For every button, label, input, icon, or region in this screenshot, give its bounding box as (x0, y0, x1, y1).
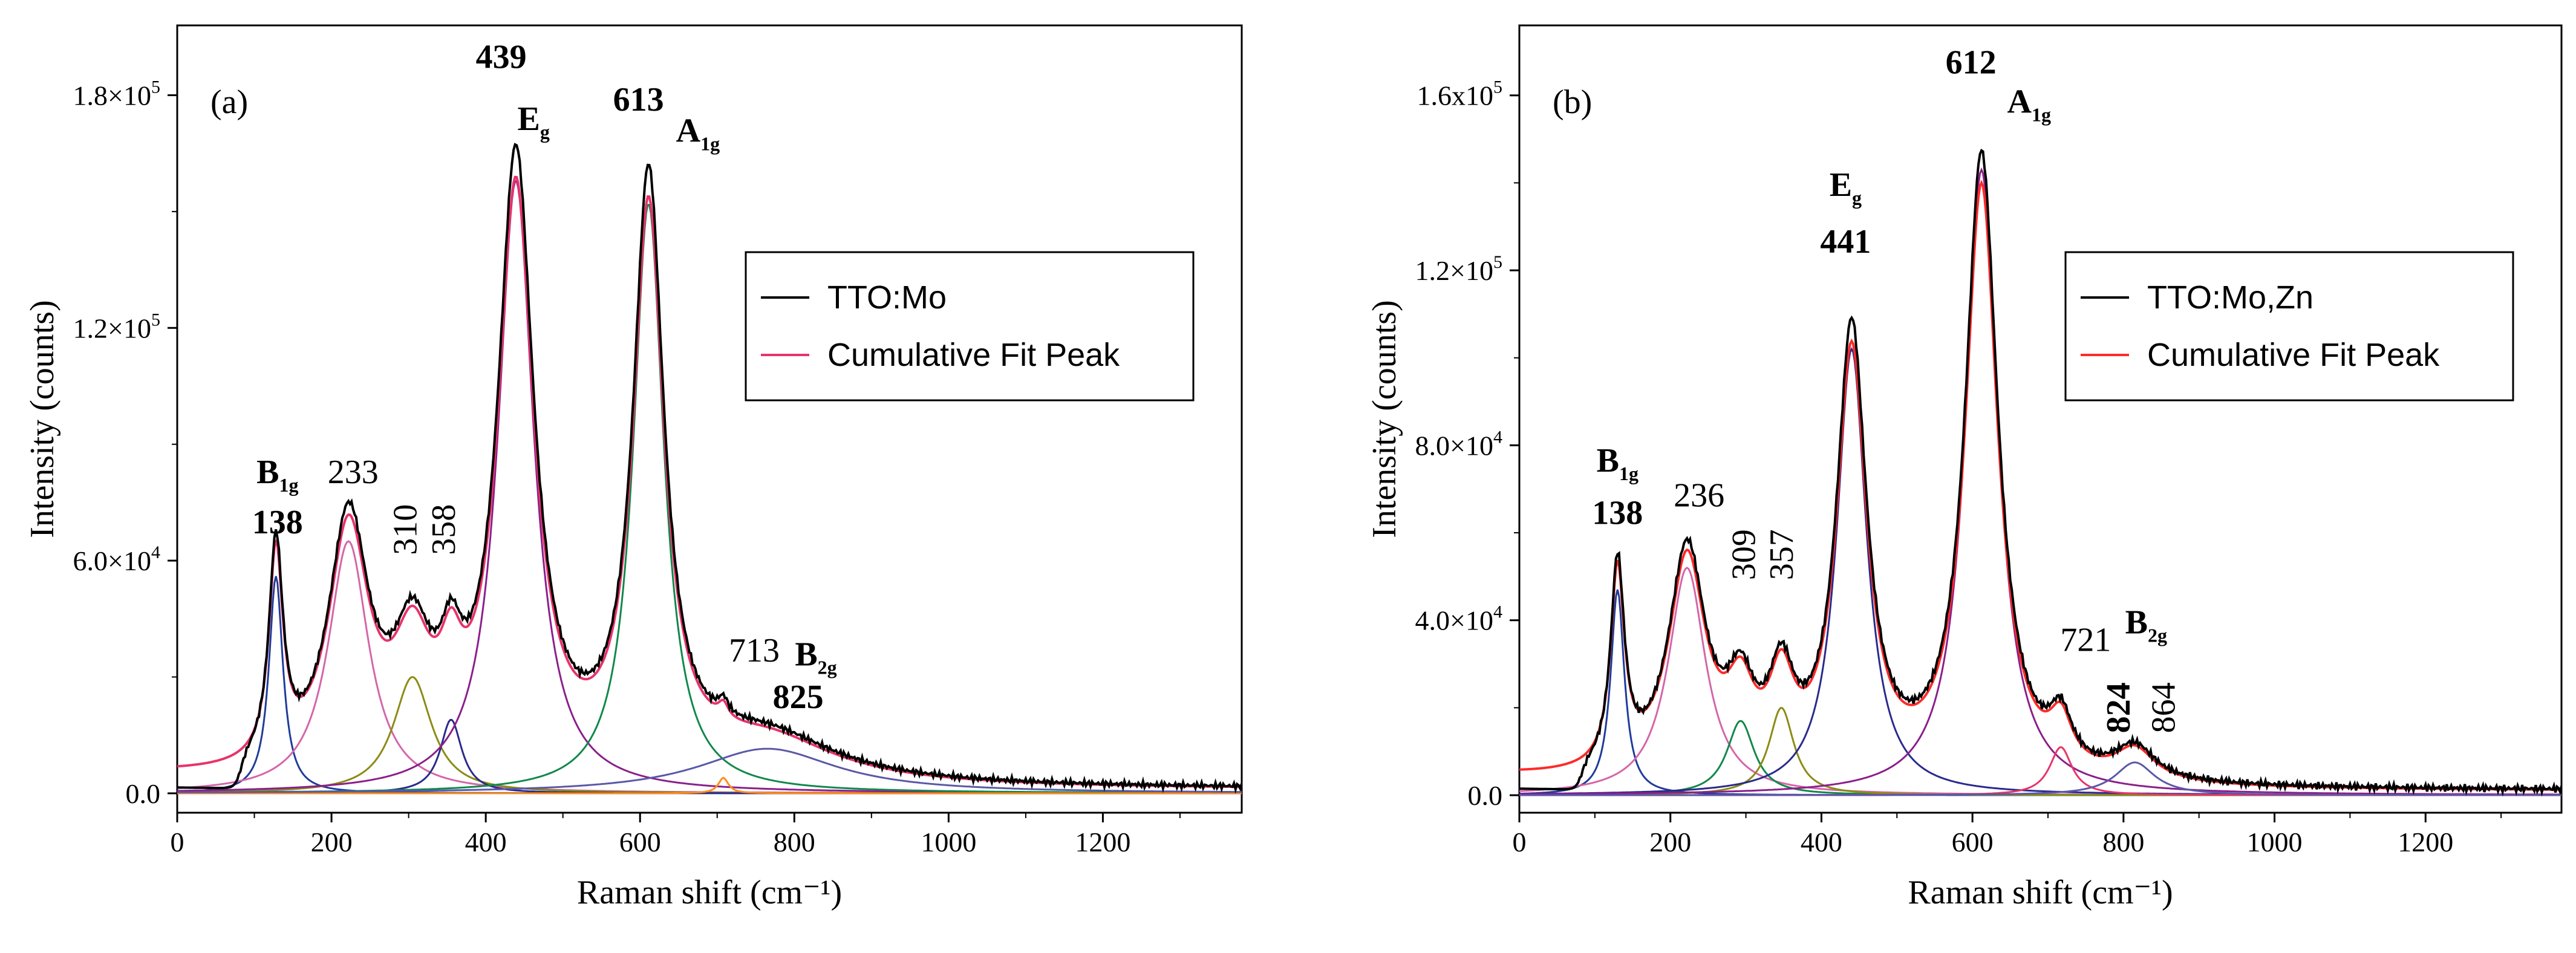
y-tick-label: 0.0 (1468, 780, 1503, 811)
peak-label: A1g (676, 112, 720, 154)
legend-label: Cumulative Fit Peak (2147, 337, 2440, 373)
component-peak-128 (177, 576, 1242, 795)
peak-label: 441 (1820, 223, 1871, 261)
y-tick-label: 1.2×105 (73, 310, 160, 343)
y-tick-label: 1.2×105 (1415, 252, 1502, 286)
x-tick-label: 0 (171, 827, 184, 857)
component-peak-815 (1519, 761, 2561, 796)
component-peak-222 (177, 540, 1242, 795)
x-tick-label: 1000 (921, 827, 976, 857)
y-tick-label: 6.0×104 (73, 542, 160, 576)
peak-label: 236 (1674, 477, 1724, 515)
x-tick-label: 1200 (1075, 827, 1130, 857)
component-peak-347 (1519, 707, 2561, 796)
y-axis-label: Intensity (counts) (1366, 300, 1403, 538)
peak-label: 713 (729, 632, 780, 669)
peak-label: B1g (1597, 442, 1639, 484)
legend-box (745, 251, 1195, 402)
x-tick-label: 400 (465, 827, 507, 857)
peak-label: 358 (425, 504, 463, 555)
y-tick-label: 1.8×105 (73, 77, 160, 111)
y-axis-label: Intensity (counts) (24, 300, 61, 538)
x-tick-label: 1000 (2247, 827, 2303, 857)
peak-label: B1g (256, 454, 298, 496)
peak-label: 310 (386, 504, 424, 555)
peak-label: 721 (2060, 621, 2111, 659)
x-tick-label: 200 (311, 827, 353, 857)
peak-label: 613 (613, 81, 664, 119)
legend-label: TTO:Mo (827, 279, 947, 316)
legend-label: TTO:Mo,Zn (2147, 279, 2314, 316)
peak-label: 309 (1726, 529, 1763, 580)
x-tick-label: 1200 (2398, 827, 2453, 857)
peak-label: A1g (2007, 83, 2051, 126)
x-axis-label: Raman shift (cm⁻¹) (1908, 874, 2173, 911)
x-tick-label: 800 (2102, 827, 2144, 857)
peak-label: 612 (1946, 44, 1997, 82)
peak-label: 233 (328, 454, 379, 491)
legend-box (2064, 251, 2514, 402)
peak-label: 138 (1592, 495, 1643, 532)
x-tick-label: 200 (1649, 827, 1691, 857)
y-tick-label: 0.0 (126, 778, 161, 809)
peak-label: 825 (773, 678, 824, 716)
component-peak-440 (1519, 346, 2561, 796)
curves (1519, 148, 2561, 797)
peak-label: Eg (1830, 166, 1862, 209)
panel-a: 0 200 400 600 800 1000 1200 0.0 6.0×104 1.2×105 1.… (24, 24, 1243, 911)
peak-label: B2g (2125, 603, 2167, 646)
peak-label: 824 (2100, 682, 2137, 733)
component-peak-130 (1519, 589, 2561, 796)
x-tick-label: 0 (1513, 827, 1527, 857)
legend-label: Cumulative Fit Peak (827, 337, 1120, 373)
peak-label: B2g (795, 636, 836, 678)
y-tick-label: 1.6x105 (1417, 77, 1503, 111)
measured-spectrum-line (177, 143, 1242, 794)
measured-spectrum-line (1519, 148, 2561, 797)
panel-b: 0 200 400 600 800 1000 1200 0.0 4.0×104 8.0×104 1.… (1366, 24, 2563, 911)
plot-frame (1518, 24, 2563, 814)
peak-label: Eg (518, 100, 550, 143)
panel-label: (b) (1553, 83, 1592, 121)
curves (177, 143, 1242, 795)
component-peak-708 (177, 776, 1242, 795)
component-peak-765 (177, 747, 1242, 793)
x-tick-label: 800 (774, 827, 815, 857)
y-tick-label: 8.0×104 (1415, 427, 1502, 461)
plot-frame (176, 24, 1243, 814)
panel-label: (a) (210, 83, 248, 121)
peak-label: 357 (1763, 529, 1801, 580)
y-tick-label: 4.0×104 (1415, 602, 1502, 636)
x-tick-label: 600 (619, 827, 661, 857)
x-tick-label: 600 (1952, 827, 1994, 857)
peak-label: 138 (252, 504, 303, 541)
peak-label: 439 (476, 39, 527, 76)
x-tick-label: 400 (1801, 827, 1842, 857)
x-axis-label: Raman shift (cm⁻¹) (577, 874, 842, 911)
peak-label: 864 (2145, 682, 2183, 733)
